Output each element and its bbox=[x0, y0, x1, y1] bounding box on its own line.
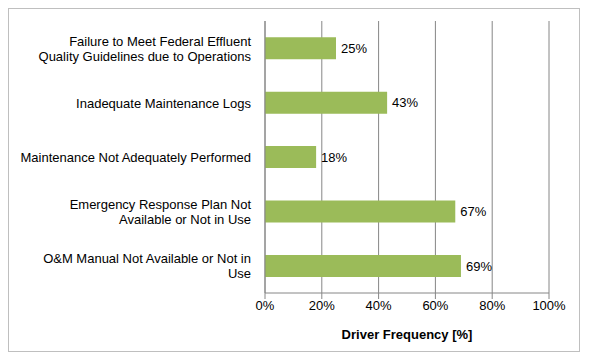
svg-text:20%: 20% bbox=[309, 298, 335, 313]
svg-text:Maintenance Not Adequately Per: Maintenance Not Adequately Performed bbox=[20, 150, 251, 165]
svg-text:100%: 100% bbox=[532, 298, 566, 313]
svg-text:18%: 18% bbox=[321, 150, 347, 165]
svg-text:80%: 80% bbox=[479, 298, 505, 313]
svg-text:60%: 60% bbox=[422, 298, 448, 313]
svg-text:0%: 0% bbox=[256, 298, 275, 313]
svg-text:67%: 67% bbox=[460, 204, 486, 219]
svg-text:Driver Frequency [%]: Driver Frequency [%] bbox=[342, 327, 473, 342]
svg-text:Emergency Response Plan NotAva: Emergency Response Plan NotAvailable or … bbox=[70, 196, 252, 226]
svg-text:Inadequate Maintenance Logs: Inadequate Maintenance Logs bbox=[76, 95, 251, 110]
svg-text:40%: 40% bbox=[366, 298, 392, 313]
svg-text:43%: 43% bbox=[392, 95, 418, 110]
svg-text:O&M Manual Not Available or No: O&M Manual Not Available or Not inUse bbox=[43, 251, 251, 281]
svg-text:Failure to Meet Federal Efflue: Failure to Meet Federal EffluentQuality … bbox=[39, 33, 252, 63]
svg-text:69%: 69% bbox=[466, 259, 492, 274]
svg-text:25%: 25% bbox=[341, 41, 367, 56]
